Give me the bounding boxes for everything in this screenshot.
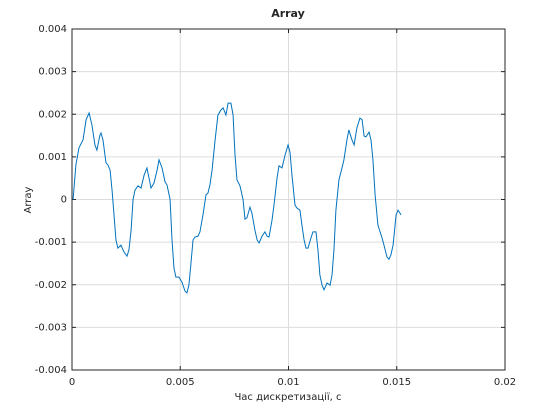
- y-tick-label: 0: [61, 195, 67, 206]
- x-tick-label: 0.02: [494, 377, 516, 388]
- y-tick-label: -0.004: [35, 365, 67, 376]
- x-tick-label: 0.005: [166, 377, 195, 388]
- x-axis-label: Час дискретизації, с: [234, 391, 341, 403]
- y-tick-label: -0.001: [35, 237, 67, 248]
- y-tick-label: 0.003: [38, 67, 67, 78]
- y-tick-label: 0.004: [38, 24, 67, 35]
- y-tick-label: -0.002: [35, 280, 67, 291]
- x-tick-label: 0.01: [277, 377, 299, 388]
- plot: [72, 102, 402, 294]
- x-tick-label: 0: [69, 377, 75, 388]
- axes-box: [71, 28, 506, 371]
- data-line: [72, 102, 402, 294]
- y-tick-label: 0.001: [38, 152, 67, 163]
- y-axis-label: Array: [23, 186, 34, 213]
- x-tick-label: 0.015: [382, 377, 411, 388]
- y-tick-label: 0.002: [38, 109, 67, 120]
- chart-title: Array: [271, 7, 305, 20]
- y-tick-label: -0.003: [35, 322, 67, 333]
